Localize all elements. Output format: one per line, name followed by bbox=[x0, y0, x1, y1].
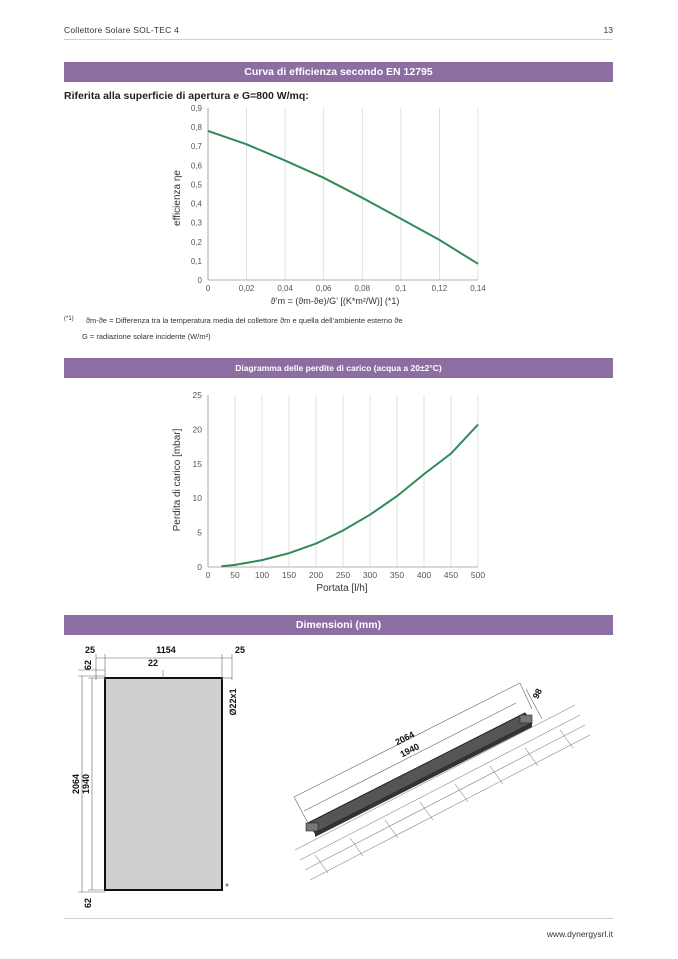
front-dimension-drawing: 25 1154 25 22 62 62 2064 1940 Ø22x1 bbox=[71, 645, 245, 908]
footer-divider bbox=[64, 918, 613, 919]
y-tick-label: 10 bbox=[193, 493, 203, 503]
efficiency-chart: 0 0,02 0,04 0,06 0,08 0,1 0,12 0,14 0 0,1 0,2 0,3 0,… bbox=[172, 104, 486, 306]
y-tick-label: 25 bbox=[193, 390, 203, 400]
pressure-loss-chart: 0 50 100 150 200 250 300 350 400 450 500 0 5 10 15 20 25… bbox=[172, 390, 485, 594]
section-title-pressure-loss: Diagramma delle perdite di carico (acqua… bbox=[64, 358, 613, 378]
dim-margin-left: 25 bbox=[85, 645, 95, 655]
x-tick-label: 0,02 bbox=[239, 284, 255, 293]
y-tick-label: 15 bbox=[193, 459, 203, 469]
collector-front-view bbox=[104, 677, 223, 891]
document-title: Collettore Solare SOL-TEC 4 bbox=[64, 25, 179, 35]
x-tick-label: 150 bbox=[282, 570, 296, 580]
section-title-efficiency: Curva di efficienza secondo EN 12795 bbox=[64, 62, 613, 82]
y-tick-label: 0,6 bbox=[191, 161, 203, 170]
y-tick-label: 0,7 bbox=[191, 142, 203, 151]
y-tick-label: 0,1 bbox=[191, 257, 203, 266]
dim-offset: 22 bbox=[148, 658, 158, 668]
efficiency-x-axis-label: ϑ’m = (ϑm-ϑe)/G’ [(K*m²/W)] (*1) bbox=[271, 296, 400, 306]
efficiency-curve bbox=[207, 129, 479, 265]
section-title-dimensions: Dimensioni (mm) bbox=[64, 615, 613, 635]
x-tick-label: 50 bbox=[230, 570, 240, 580]
iso-depth: 98 bbox=[531, 687, 544, 700]
y-tick-label: 0,3 bbox=[191, 219, 203, 228]
x-tick-label: 100 bbox=[255, 570, 269, 580]
note-definition: = Differenza tra la temperatura media de… bbox=[106, 316, 403, 325]
note-1: (*1) ϑm-ϑe = Differenza tra la temperatu… bbox=[64, 316, 403, 325]
x-tick-label: 300 bbox=[363, 570, 377, 580]
dim-pipe: Ø22x1 bbox=[228, 688, 238, 715]
y-tick-label: 20 bbox=[193, 424, 203, 434]
y-tick-label: 0,9 bbox=[191, 104, 203, 113]
note-marker: (*1) bbox=[64, 316, 74, 322]
dim-height-inner: 1940 bbox=[81, 774, 91, 794]
x-tick-label: 0,06 bbox=[316, 284, 332, 293]
roof-mount-drawing: 2064 1940 98 bbox=[293, 682, 591, 881]
x-tick-label: 400 bbox=[417, 570, 431, 580]
header-divider bbox=[64, 39, 613, 40]
dim-top: 62 bbox=[83, 660, 93, 670]
y-tick-label: 0,4 bbox=[191, 200, 203, 209]
x-tick-label: 0,14 bbox=[470, 284, 486, 293]
y-tick-label: 0 bbox=[198, 276, 203, 285]
note-symbol: ϑm-ϑe bbox=[85, 316, 107, 325]
dim-margin-right: 25 bbox=[235, 645, 245, 655]
y-tick-label: 0,8 bbox=[191, 123, 203, 132]
x-tick-label: 0,04 bbox=[277, 284, 293, 293]
efficiency-subtitle: Riferita alla superficie di apertura e G… bbox=[64, 90, 309, 102]
x-tick-label: 0,12 bbox=[432, 284, 448, 293]
x-tick-label: 450 bbox=[444, 570, 458, 580]
y-tick-label: 0,5 bbox=[191, 180, 203, 189]
footer-url: www.dynergysrl.it bbox=[546, 929, 613, 939]
x-tick-label: 350 bbox=[390, 570, 404, 580]
x-tick-label: 500 bbox=[471, 570, 485, 580]
dim-bottom: 62 bbox=[83, 898, 93, 908]
y-tick-label: 5 bbox=[197, 528, 202, 538]
dim-width: 1154 bbox=[156, 645, 176, 655]
x-tick-label: 250 bbox=[336, 570, 350, 580]
y-tick-label: 0 bbox=[197, 562, 202, 572]
pressure-loss-y-axis-label: Perdita di carico [mbar] bbox=[172, 428, 183, 531]
note-2: G = radiazione solare incidente (W/m²) bbox=[82, 332, 211, 341]
x-tick-label: 0,1 bbox=[395, 284, 407, 293]
x-tick-label: 0 bbox=[206, 570, 211, 580]
x-tick-label: 200 bbox=[309, 570, 323, 580]
page-number: 13 bbox=[603, 25, 613, 35]
y-tick-label: 0,2 bbox=[191, 238, 203, 247]
roof-tiles bbox=[294, 704, 591, 881]
x-tick-label: 0,08 bbox=[354, 284, 370, 293]
pressure-loss-curve bbox=[221, 423, 479, 568]
pressure-loss-x-axis-label: Portata [l/h] bbox=[316, 583, 367, 594]
x-tick-label: 0 bbox=[206, 284, 211, 293]
dim-height-outer: 2064 bbox=[71, 774, 81, 794]
efficiency-y-axis-label: efficienza ηe bbox=[172, 170, 183, 226]
